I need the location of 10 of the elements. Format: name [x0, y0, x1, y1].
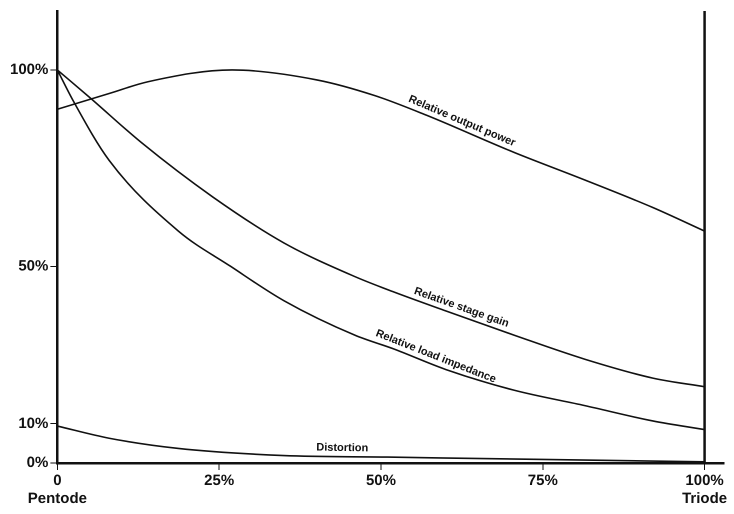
x-tick-label: 0 Pentode — [28, 472, 87, 508]
y-tick-label: 0% — [26, 454, 48, 472]
y-tick-label: 100% — [10, 61, 48, 78]
x-tick-label: 50% — [366, 472, 396, 490]
series-label: Distortion — [316, 442, 369, 454]
x-tick-label: 75% — [528, 472, 558, 490]
x-tick-label: 25% — [204, 472, 234, 490]
x-tick-label: 100% Triode — [682, 472, 728, 508]
y-tick-label: 10% — [18, 414, 48, 432]
y-tick-label: 50% — [18, 258, 48, 275]
